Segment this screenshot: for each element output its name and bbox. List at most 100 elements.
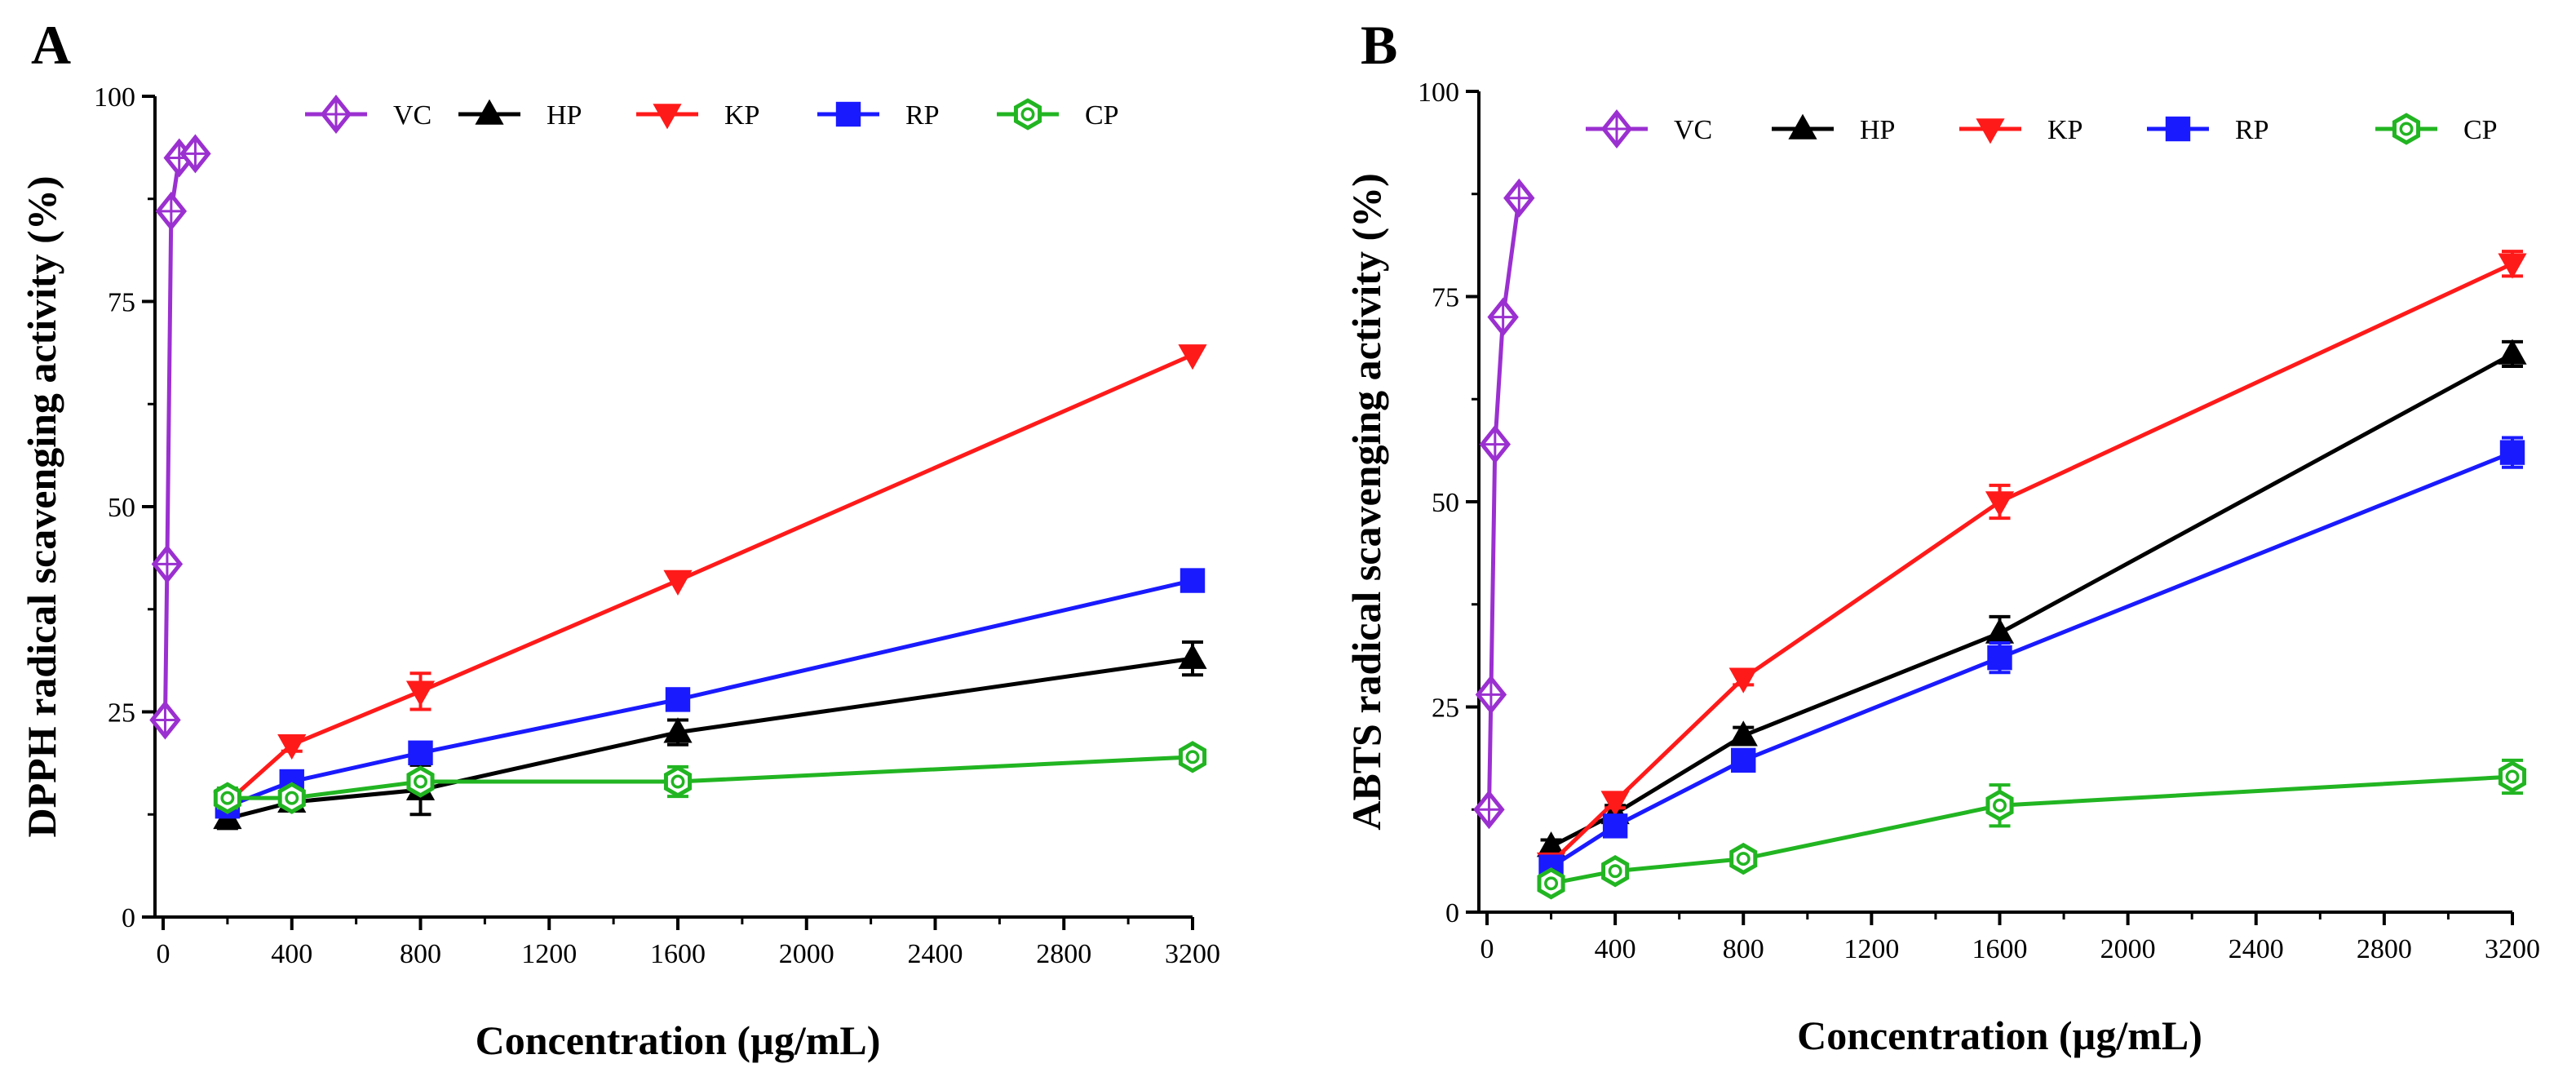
series-line-vc (162, 151, 197, 720)
data-point-kp (277, 733, 307, 760)
legend-item-rp: RP (2147, 115, 2269, 145)
data-point-kp (663, 569, 693, 596)
data-point-rp (1987, 645, 2012, 671)
x-tick-label: 3200 (1165, 939, 1220, 969)
legend-item-hp: HP (1772, 113, 1895, 145)
y-tick-label: 25 (1432, 693, 1459, 724)
x-tick-label: 3200 (2485, 934, 2540, 964)
data-point-hp (1985, 618, 2015, 644)
data-point-cp (406, 765, 435, 798)
data-point-vc (151, 544, 184, 584)
data-point-cp (663, 765, 693, 798)
data-point-kp (405, 680, 436, 707)
legend-label: HP (547, 100, 582, 131)
y-axis-title: DPPH radical scavenging activity (%) (19, 176, 64, 838)
data-point-hp (1536, 831, 1566, 857)
data-point-vc (179, 134, 211, 174)
data-point-cp (2498, 760, 2527, 793)
series-vc (1473, 178, 1535, 830)
legend-marker (475, 99, 504, 125)
series-line-hp (1550, 352, 2514, 849)
legend-item-hp: HP (458, 99, 582, 131)
legend-label: VC (1674, 115, 1712, 145)
legend-marker (653, 104, 682, 130)
y-tick-label: 25 (108, 698, 135, 729)
legend-marker (1788, 113, 1817, 140)
data-point-kp (1178, 344, 1207, 370)
data-point-rp (1602, 813, 1628, 839)
legend-label: RP (2235, 115, 2269, 145)
y-tick-label: 100 (94, 82, 135, 113)
legend-item-vc: VC (1586, 109, 1712, 149)
legend-marker (1976, 118, 2005, 144)
x-tick-label: 0 (1481, 934, 1494, 964)
x-tick-label: 2000 (2100, 934, 2156, 964)
series-line-rp (226, 578, 1193, 809)
y-tick-label: 100 (1418, 78, 1459, 108)
series-cp (1537, 758, 2527, 900)
legend-item-kp: KP (636, 100, 759, 131)
data-point-vc (149, 700, 181, 740)
data-point-vc (1475, 675, 1507, 715)
x-tick-label: 400 (1595, 934, 1636, 964)
legend-label: CP (2463, 115, 2498, 145)
series-line-kp (226, 352, 1194, 804)
x-tick-label: 1200 (1843, 934, 1899, 964)
data-point-rp (1731, 747, 1756, 773)
legend-marker (2392, 113, 2421, 145)
legend-item-cp: CP (2375, 113, 2498, 145)
data-point-kp (1600, 791, 1630, 817)
y-tick-label: 50 (1432, 488, 1459, 518)
legend-item-vc: VC (305, 94, 432, 135)
data-point-cp (213, 782, 241, 814)
y-tick-label: 75 (1432, 283, 1459, 313)
x-axis-title: Concentration (µg/mL) (476, 1017, 881, 1063)
panel-A: A 0 25 50 75 100 0 400 800 1200 1600 2000 2400 2800 32… (19, 14, 1220, 1063)
data-point-cp (277, 782, 306, 814)
legend-label: KP (724, 100, 759, 131)
legend-marker (1013, 98, 1042, 131)
legend-label: KP (2047, 115, 2082, 145)
panel-B: B 0 25 50 75 100 0 400 800 1200 1600 2000 2400 2800 32… (1343, 14, 2540, 1058)
x-tick-label: 2800 (2357, 934, 2412, 964)
series-line-cp (1551, 774, 2513, 886)
data-point-kp (1728, 667, 1758, 693)
series-hp (1536, 339, 2527, 857)
series-cp (213, 741, 1207, 814)
series-kp (1536, 250, 2527, 879)
data-point-cp (1178, 741, 1207, 773)
data-point-vc (1503, 178, 1535, 218)
data-point-vc (1473, 790, 1505, 830)
data-point-hp (1178, 643, 1207, 669)
legend-label: RP (905, 100, 940, 131)
series-line-hp (227, 656, 1193, 821)
data-point-vc (155, 191, 188, 231)
data-point-hp (663, 717, 693, 743)
data-point-hp (1728, 720, 1758, 747)
data-point-rp (2499, 440, 2525, 465)
data-point-rp (1180, 568, 1206, 593)
series-hp (213, 640, 1207, 831)
legend-marker (1600, 109, 1633, 149)
y-tick-label: 75 (108, 288, 135, 318)
x-tick-label: 400 (271, 939, 312, 969)
series-line-kp (1549, 261, 2514, 865)
legend-marker (835, 101, 861, 127)
y-axis-title: ABTS radical scavenging activity (%) (1343, 173, 1389, 831)
data-point-rp (408, 740, 433, 765)
x-tick-label: 1600 (650, 939, 706, 969)
legend-label: VC (393, 100, 432, 131)
legend-marker (320, 94, 352, 135)
legend-item-kp: KP (1959, 115, 2082, 145)
series-vc (149, 134, 211, 740)
x-tick-label: 2400 (908, 939, 963, 969)
x-tick-label: 2000 (779, 939, 834, 969)
data-point-cp (1985, 789, 2014, 822)
data-point-vc (1479, 424, 1512, 464)
x-tick-label: 800 (1723, 934, 1764, 964)
data-point-rp (665, 687, 691, 712)
x-tick-label: 2400 (2229, 934, 2284, 964)
x-tick-label: 0 (157, 939, 170, 969)
data-point-cp (1537, 867, 1565, 900)
